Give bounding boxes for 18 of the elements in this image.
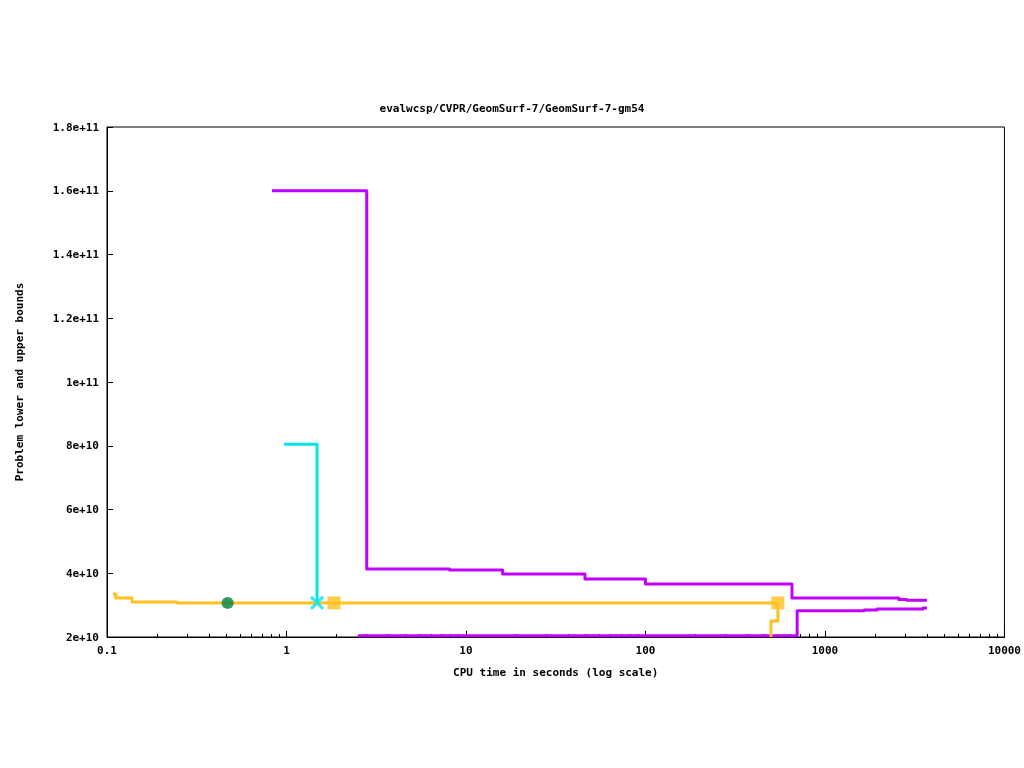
x-tick-label: 1000 (811, 644, 839, 657)
y-tick-label: 8e+10 (65, 439, 99, 453)
y-tick-label: 6e+10 (65, 503, 99, 516)
y-tick-label: 1e+11 (65, 375, 100, 389)
x-tick-label: 10000 (987, 644, 1022, 657)
y-tick-label: 1.4e+11 (52, 248, 100, 261)
y-tick-label: 4e+10 (65, 566, 99, 580)
y-axis-title: Problem lower and upper bounds (13, 282, 26, 482)
y-tick-label: 1.2e+11 (52, 311, 100, 325)
x-tick-label: 100 (635, 644, 656, 657)
chart-title: evalwcsp/CVPR/GeomSurf-7/GeomSurf-7-gm54 (379, 102, 645, 115)
x-tick-label: 10 (459, 644, 473, 657)
y-tick-label: 2e+10 (65, 630, 99, 644)
x-tick-label: 0.1 (97, 644, 118, 657)
x-tick-label: 1 (283, 644, 291, 657)
y-tick-label: 1.8e+11 (52, 120, 100, 134)
x-axis-title: CPU time in seconds (log scale) (453, 666, 659, 679)
y-tick-label: 1.6e+11 (52, 184, 100, 198)
